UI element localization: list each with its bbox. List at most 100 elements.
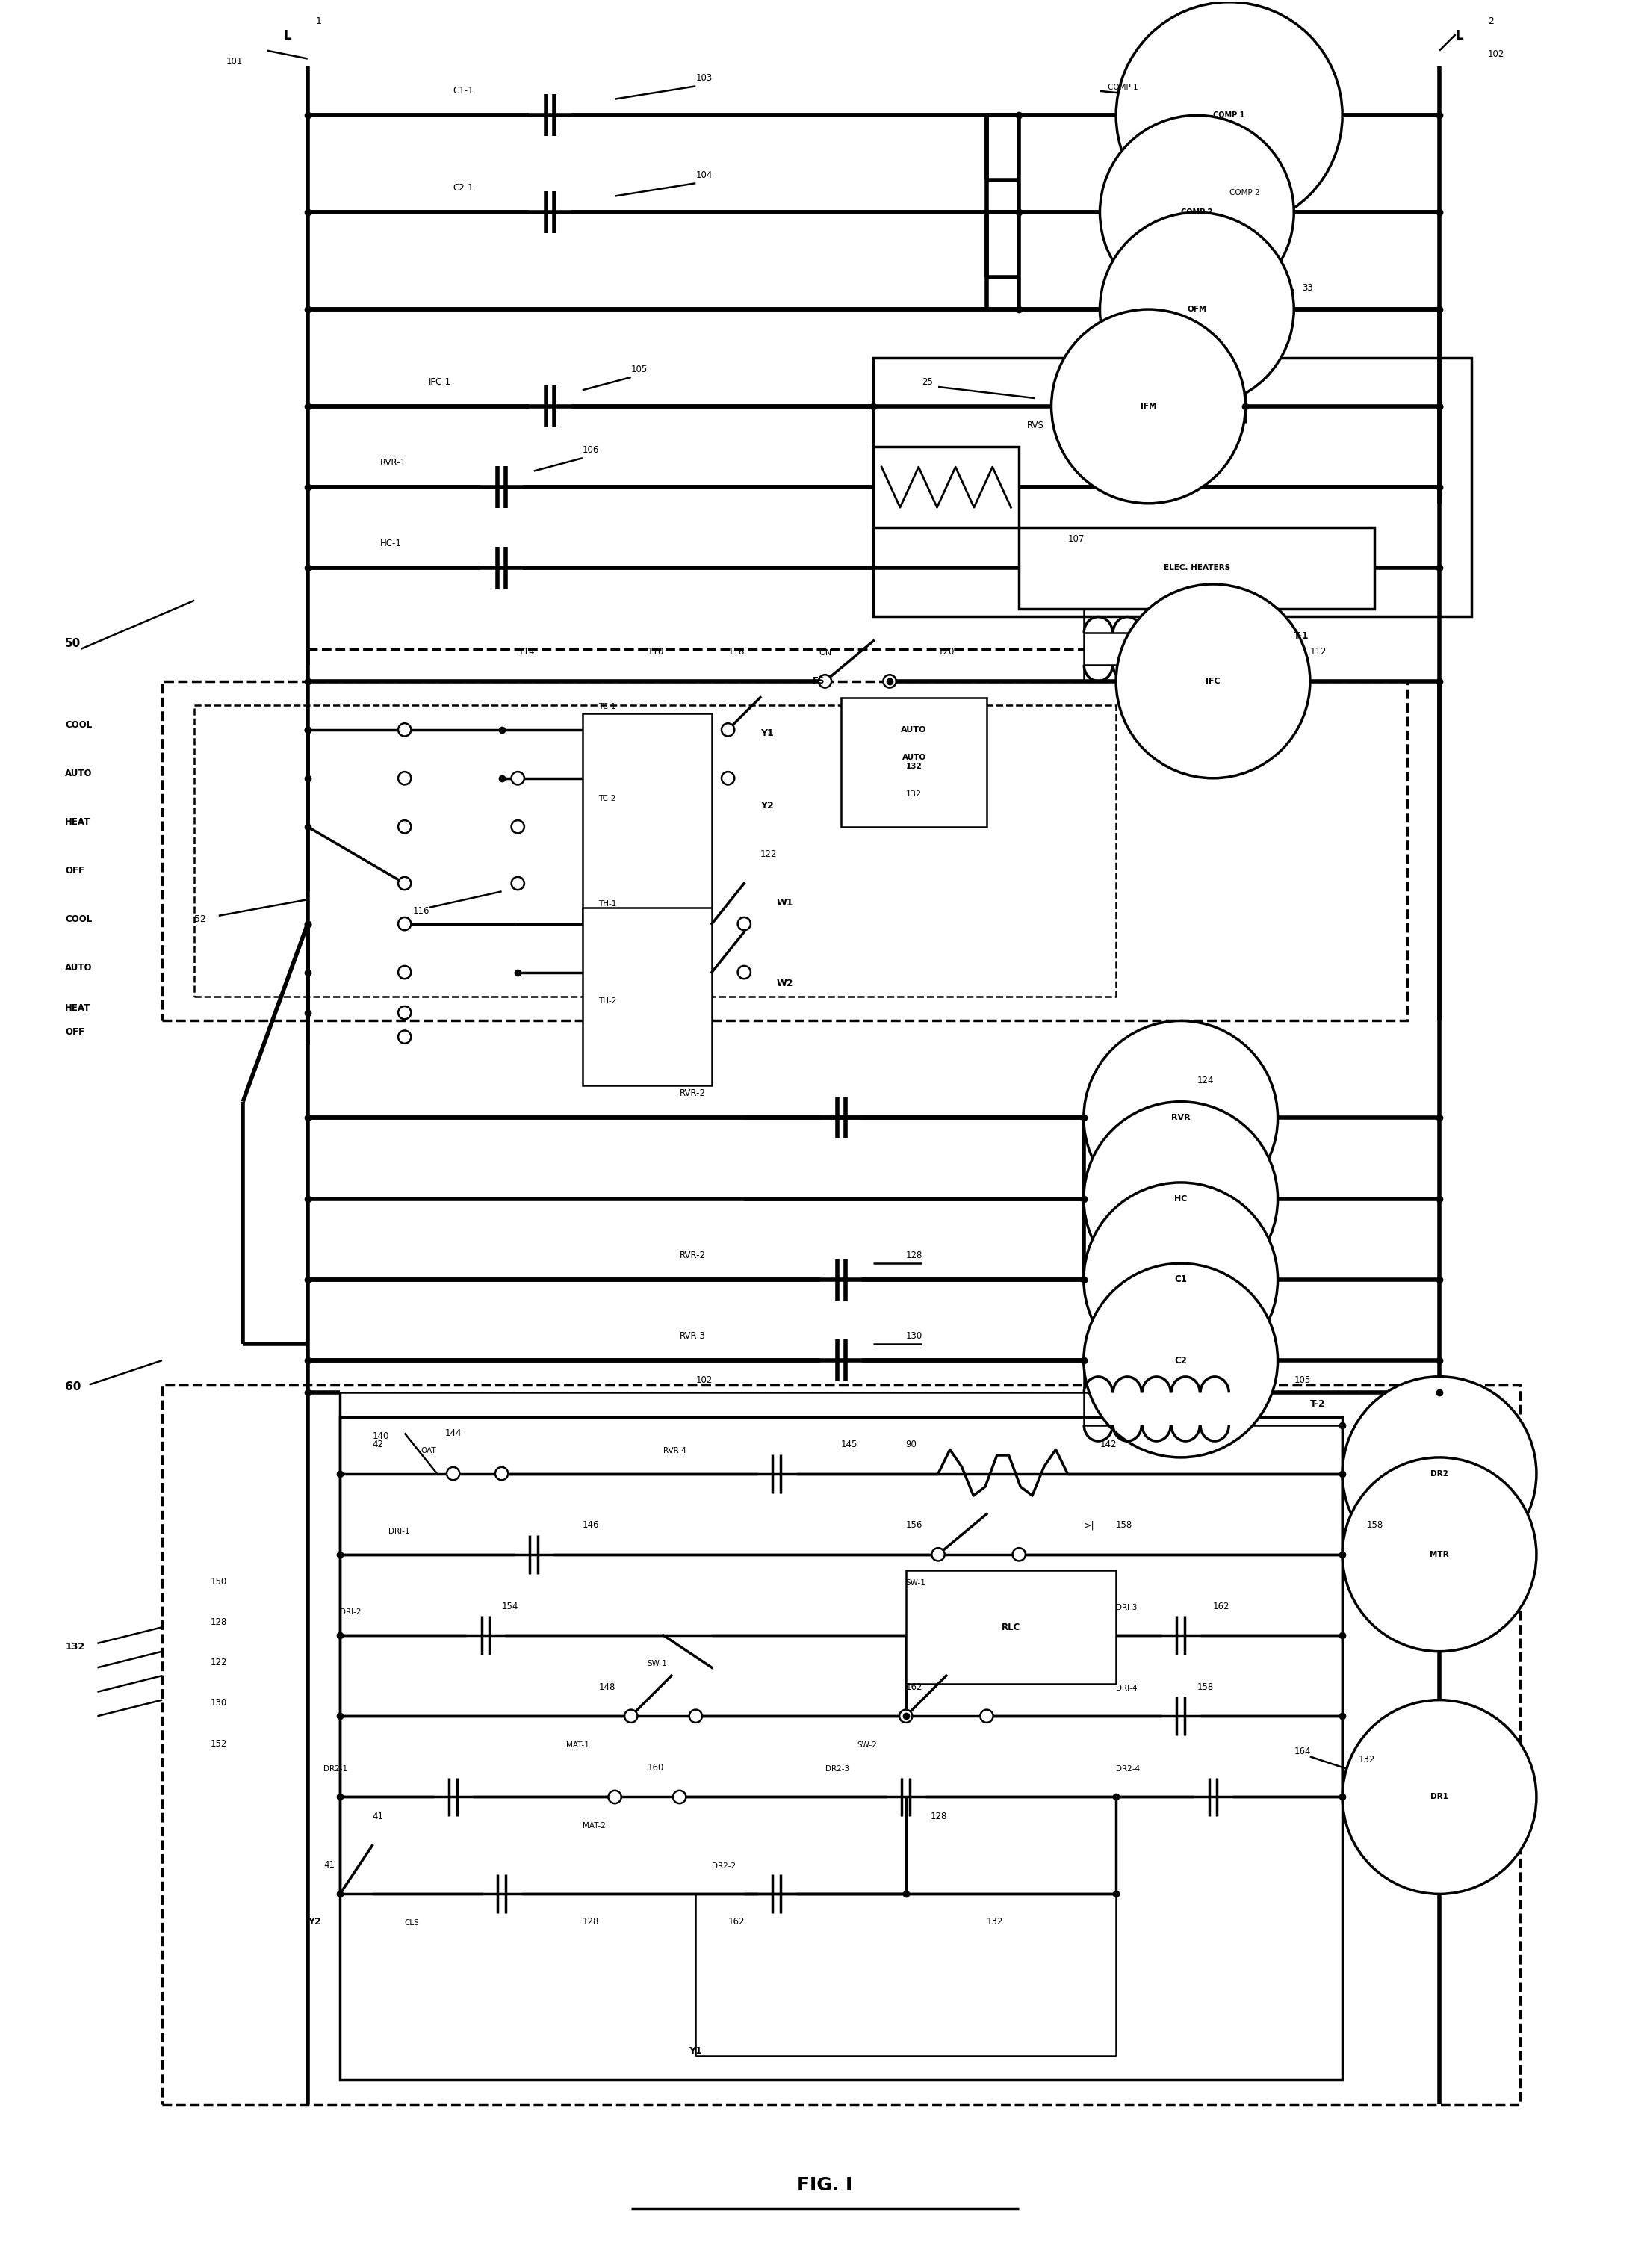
Circle shape — [1084, 1182, 1277, 1377]
Circle shape — [398, 1007, 411, 1018]
Text: RVR-2: RVR-2 — [680, 1089, 706, 1098]
Circle shape — [673, 1789, 686, 1803]
Circle shape — [447, 1467, 460, 1481]
Text: AUTO: AUTO — [64, 769, 92, 778]
Text: 52: 52 — [195, 914, 206, 923]
Text: 106: 106 — [582, 445, 599, 456]
Text: 132: 132 — [987, 1916, 1003, 1926]
Text: 144: 144 — [446, 1429, 462, 1438]
Text: 152: 152 — [211, 1740, 228, 1749]
Bar — [582, 907, 711, 1086]
Text: RVS: RVS — [1026, 422, 1044, 431]
Text: HC: HC — [1175, 1195, 1188, 1202]
Text: MTR: MTR — [1431, 1551, 1449, 1558]
Text: 128: 128 — [582, 1916, 599, 1926]
Text: 104: 104 — [696, 170, 713, 179]
Text: IFC-1: IFC-1 — [429, 376, 452, 388]
Text: 156: 156 — [906, 1520, 922, 1531]
Text: TC-1: TC-1 — [599, 703, 615, 710]
Text: 41: 41 — [323, 1860, 335, 1869]
Text: FS: FS — [813, 676, 825, 687]
Circle shape — [1013, 1549, 1026, 1560]
Text: 50: 50 — [64, 637, 81, 649]
Text: 101: 101 — [226, 57, 243, 66]
Circle shape — [1343, 1377, 1536, 1572]
Text: COMP 2: COMP 2 — [1229, 188, 1259, 195]
Bar — [1020, 528, 1374, 608]
Text: TH-1: TH-1 — [599, 900, 617, 907]
Text: 103: 103 — [696, 73, 713, 84]
Bar — [582, 714, 711, 923]
Circle shape — [1084, 1102, 1277, 1295]
Text: AUTO
132: AUTO 132 — [903, 753, 926, 771]
Text: RVR-1: RVR-1 — [381, 458, 406, 467]
Text: 132: 132 — [64, 1642, 84, 1651]
Circle shape — [1101, 213, 1294, 406]
Circle shape — [1051, 308, 1246, 503]
Text: 118: 118 — [728, 646, 744, 658]
Text: Y2: Y2 — [307, 1916, 320, 1926]
Text: 114: 114 — [518, 646, 535, 658]
Text: DRI-4: DRI-4 — [1115, 1685, 1137, 1692]
Circle shape — [512, 878, 525, 889]
Text: 160: 160 — [647, 1762, 663, 1774]
Text: DRI-2: DRI-2 — [340, 1608, 361, 1615]
Bar — [340, 1418, 1343, 2080]
Text: C1-1: C1-1 — [454, 86, 474, 95]
Text: IFM: IFM — [1140, 404, 1157, 411]
Circle shape — [1101, 116, 1294, 308]
Text: COMP 1: COMP 1 — [1213, 111, 1246, 118]
Text: T-1: T-1 — [1294, 631, 1310, 642]
Text: L: L — [1455, 29, 1464, 43]
Circle shape — [512, 771, 525, 785]
Text: 142: 142 — [1101, 1440, 1117, 1449]
Text: 105: 105 — [1294, 1374, 1310, 1386]
Text: W2: W2 — [777, 980, 794, 989]
Text: 112: 112 — [1310, 646, 1327, 658]
Text: C2: C2 — [1175, 1356, 1186, 1365]
Text: 122: 122 — [211, 1658, 228, 1667]
Text: 158: 158 — [1196, 1683, 1213, 1692]
Bar — [906, 1572, 1115, 1683]
Text: ELEC. HEATERS: ELEC. HEATERS — [1163, 565, 1231, 572]
Text: 130: 130 — [906, 1331, 922, 1340]
Circle shape — [738, 916, 751, 930]
Circle shape — [398, 723, 411, 737]
Text: 128: 128 — [906, 1250, 922, 1261]
Text: T-2: T-2 — [1310, 1399, 1325, 1408]
Text: 122: 122 — [761, 850, 777, 860]
Text: DR2-4: DR2-4 — [1115, 1765, 1140, 1774]
Circle shape — [398, 1030, 411, 1043]
Bar — [162, 1386, 1520, 2105]
Text: RVR: RVR — [1172, 1114, 1190, 1123]
Text: OFF: OFF — [64, 866, 84, 875]
Text: 107: 107 — [1068, 533, 1084, 544]
Text: CLS: CLS — [404, 1919, 419, 1926]
Text: DR2: DR2 — [1431, 1470, 1449, 1476]
Text: AUTO: AUTO — [64, 962, 92, 973]
Bar — [873, 447, 1020, 528]
Text: RVR-4: RVR-4 — [663, 1447, 686, 1454]
Text: 164: 164 — [1294, 1746, 1310, 1755]
Text: OFM: OFM — [1186, 306, 1206, 313]
Text: OFF: OFF — [64, 1027, 84, 1036]
Text: 2: 2 — [1488, 16, 1493, 27]
Text: Y1: Y1 — [690, 2046, 703, 2055]
Text: HEAT: HEAT — [64, 816, 91, 828]
Circle shape — [609, 1789, 622, 1803]
Text: TH-2: TH-2 — [599, 998, 617, 1005]
Circle shape — [398, 771, 411, 785]
Bar — [842, 696, 987, 828]
Circle shape — [932, 1549, 945, 1560]
Text: 102: 102 — [1488, 50, 1505, 59]
Text: C1: C1 — [1175, 1275, 1186, 1284]
Text: 145: 145 — [842, 1440, 858, 1449]
Text: MAT-2: MAT-2 — [582, 1821, 606, 1830]
Text: 132: 132 — [906, 792, 922, 798]
Text: 148: 148 — [599, 1683, 615, 1692]
Text: 116: 116 — [412, 905, 429, 916]
Text: 124: 124 — [1196, 1075, 1214, 1086]
Text: DRI-3: DRI-3 — [1115, 1603, 1137, 1610]
Text: Y2: Y2 — [761, 801, 774, 810]
Text: 128: 128 — [211, 1617, 228, 1626]
